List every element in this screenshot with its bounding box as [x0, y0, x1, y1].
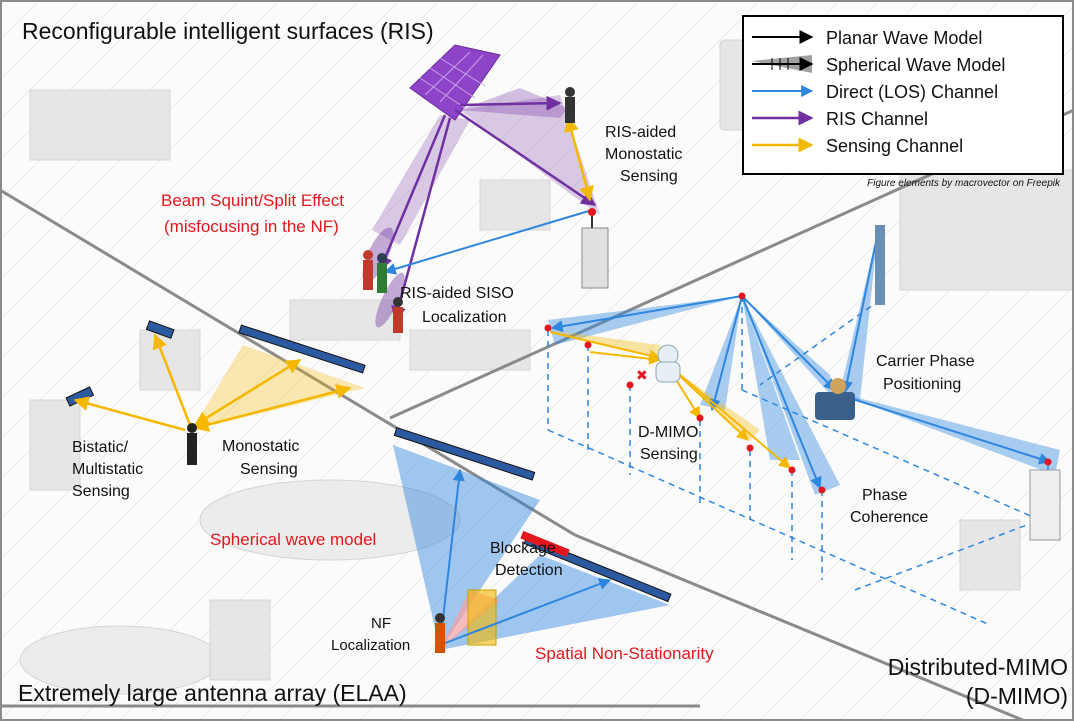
label-spatial-non-stationarity: Spatial Non-Stationarity [535, 644, 714, 663]
ris-surface [409, 44, 501, 121]
legend-label-planar: Planar Wave Model [826, 28, 982, 48]
ris-person-couple [363, 250, 387, 293]
label-bistatic-3: Sensing [72, 483, 130, 500]
label-dmimo-sensing-1: D-MIMO [638, 424, 698, 441]
legend-credit: Figure elements by macrovector on Freepi… [867, 178, 1061, 189]
label-ris-monostatic-3: Sensing [620, 168, 678, 185]
legend-spherical-icon [752, 55, 814, 73]
elaa-person-sensing [187, 423, 197, 465]
dmimo-kiosk [875, 225, 1061, 541]
legend-label-sensing: Sensing Channel [826, 136, 963, 156]
label-phase-coherence-2: Coherence [850, 509, 928, 526]
label-phase-coherence-1: Phase [862, 487, 907, 504]
label-nf-localization-1: NF [371, 615, 391, 632]
label-carrier-phase-1: Carrier Phase [876, 353, 975, 370]
label-nf-localization-2: Localization [331, 637, 410, 654]
label-ris-monostatic-1: RIS-aided [605, 124, 676, 141]
region-title-dmimo-line2: (D-MIMO) [966, 683, 1068, 709]
elaa-sensing-arrows [73, 333, 352, 432]
legend: Planar Wave Model Spherical Wave Model D… [742, 15, 1064, 189]
label-monostatic-2: Sensing [240, 461, 298, 478]
label-dmimo-sensing-2: Sensing [640, 446, 698, 463]
region-title-ris: Reconfigurable intelligent surfaces (RIS… [22, 18, 434, 44]
label-bistatic-2: Multistatic [72, 461, 143, 478]
label-blockage-1: Blockage [490, 540, 556, 557]
label-beam-squint-2: (misfocusing in the NF) [164, 217, 339, 236]
ris-sensing-arrow [564, 116, 594, 202]
label-bistatic-1: Bistatic/ [72, 439, 129, 456]
dmimo-access-points [544, 292, 1052, 494]
label-spherical-wave-model: Spherical wave model [210, 530, 376, 549]
label-ris-siso-2: Localization [422, 309, 507, 326]
label-carrier-phase-2: Positioning [883, 376, 961, 393]
region-title-dmimo-line1: Distributed-MIMO [888, 654, 1068, 680]
label-beam-squint-1: Beam Squint/Split Effect [161, 191, 344, 210]
label-blockage-2: Detection [495, 562, 563, 579]
dmimo-robot [655, 344, 681, 383]
region-title-elaa: Extremely large antenna array (ELAA) [18, 680, 407, 706]
ris-monostatic-sensor [581, 208, 609, 289]
elaa-blockage-segment [520, 530, 570, 558]
dmimo-carrier-robot [815, 378, 855, 420]
ris-direct-los-arrow [383, 209, 593, 275]
dmimo-target-mark: ✖ [636, 367, 648, 383]
elaa-person-nf [435, 613, 445, 653]
legend-label-ris: RIS Channel [826, 109, 928, 129]
ris-person-top [565, 87, 575, 123]
legend-box [742, 15, 1064, 175]
label-monostatic-1: Monostatic [222, 438, 299, 455]
dmimo-direct-arrows [550, 231, 1052, 490]
ris-person-siso [393, 297, 403, 333]
label-ris-monostatic-2: Monostatic [605, 146, 682, 163]
legend-label-direct: Direct (LOS) Channel [826, 82, 998, 102]
legend-label-spherical: Spherical Wave Model [826, 55, 1005, 75]
label-ris-siso-1: RIS-aided SISO [400, 285, 514, 302]
